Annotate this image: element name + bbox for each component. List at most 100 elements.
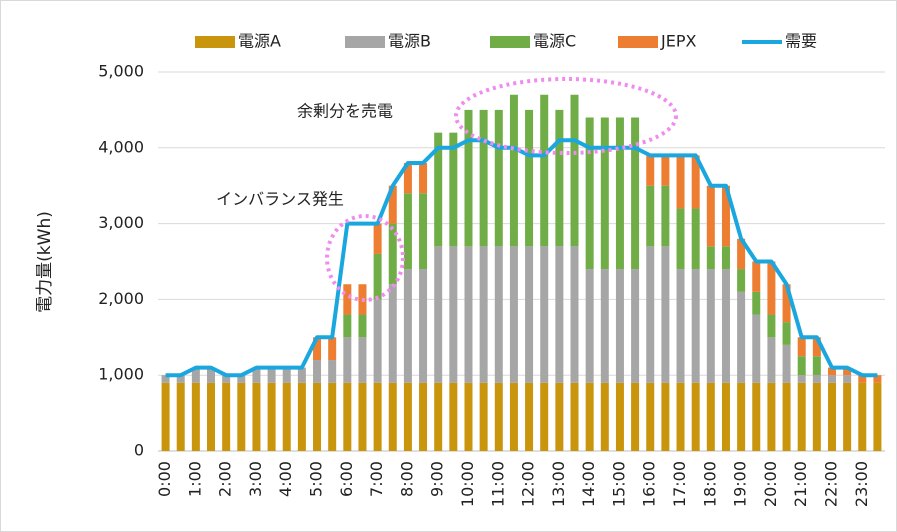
- bar-segment: [691, 382, 700, 451]
- bar-segment: [646, 185, 655, 247]
- bar-segment: [797, 356, 806, 376]
- legend-label: 需要: [785, 32, 817, 51]
- bar-segment: [843, 367, 852, 376]
- x-tick-label: 8:00: [397, 461, 416, 497]
- bar-segment: [494, 382, 503, 451]
- bar-segment: [388, 185, 397, 224]
- bar-segment: [555, 246, 564, 383]
- legend-swatch: [618, 36, 658, 48]
- x-tick-label: 15:00: [609, 461, 628, 507]
- bar-segment: [873, 375, 882, 383]
- bar-segment: [222, 375, 231, 383]
- bar-segment: [373, 382, 382, 451]
- x-tick-label: 10:00: [458, 461, 477, 507]
- bar-segment: [419, 269, 428, 383]
- x-tick-label: 1:00: [185, 461, 204, 497]
- bar-segment: [858, 375, 867, 383]
- bar-segment: [388, 382, 397, 451]
- bar-segment: [676, 382, 685, 451]
- bar-segment: [706, 185, 715, 247]
- bar-segment: [843, 375, 852, 383]
- x-tick-label: 17:00: [670, 461, 689, 507]
- bar-segment: [267, 367, 276, 383]
- bar-segment: [207, 382, 216, 451]
- bar-segment: [237, 382, 246, 451]
- bar-segment: [873, 382, 882, 451]
- bar-segment: [297, 367, 306, 383]
- bar-segment: [161, 375, 170, 383]
- bar-segment: [419, 162, 428, 194]
- legend-swatch: [490, 36, 530, 48]
- x-tick-label: 0:00: [155, 461, 174, 497]
- bar-segment: [434, 132, 443, 247]
- y-tick-label: 5,000: [98, 62, 144, 81]
- bar-segment: [388, 223, 397, 285]
- bar-segment: [509, 246, 518, 383]
- bar-segment: [706, 269, 715, 383]
- bar-segment: [509, 94, 518, 247]
- legend-label: 電源B: [388, 32, 431, 51]
- bar-segment: [691, 208, 700, 270]
- x-tick-label: 13:00: [549, 461, 568, 507]
- bar-segment: [358, 314, 367, 338]
- bar-segment: [858, 382, 867, 451]
- bar-segment: [737, 382, 746, 451]
- bar-segment: [494, 109, 503, 247]
- x-tick-label: 7:00: [367, 461, 386, 497]
- bar-segment: [525, 246, 534, 383]
- bar-segment: [812, 375, 821, 383]
- bar-segment: [797, 337, 806, 357]
- legend-label: JEPX: [660, 32, 696, 51]
- bar-segment: [691, 155, 700, 209]
- bar-segment: [737, 291, 746, 383]
- bar-segment: [343, 284, 352, 315]
- bar-segment: [403, 382, 412, 451]
- bar-segment: [752, 261, 761, 292]
- bar-segment: [767, 337, 776, 383]
- bar-segment: [812, 337, 821, 357]
- bar-segment: [706, 246, 715, 270]
- bar-segment: [358, 337, 367, 383]
- bar-segment: [615, 117, 624, 270]
- bar-segment: [661, 246, 670, 383]
- bar-segment: [767, 314, 776, 338]
- bar-segment: [737, 269, 746, 292]
- bar-segment: [479, 246, 488, 383]
- y-tick-label: 4,000: [98, 137, 144, 156]
- x-tick-label: 12:00: [519, 461, 538, 507]
- x-tick-label: 6:00: [337, 461, 356, 497]
- bar-segment: [161, 382, 170, 451]
- bar-segment: [661, 155, 670, 186]
- bar-segment: [509, 382, 518, 451]
- bar-segment: [449, 246, 458, 383]
- bar-segment: [676, 208, 685, 270]
- bar-segment: [721, 269, 730, 383]
- bar-segment: [373, 253, 382, 300]
- bar-segment: [585, 269, 594, 383]
- bar-segment: [676, 269, 685, 383]
- bar-segment: [752, 382, 761, 451]
- bar-segment: [191, 382, 200, 451]
- bar-segment: [403, 162, 412, 194]
- bar-segment: [782, 344, 791, 383]
- bar-segment: [661, 382, 670, 451]
- bar-segment: [540, 94, 549, 247]
- bar-segment: [570, 94, 579, 247]
- bar-segment: [434, 382, 443, 451]
- bar-segment: [252, 367, 261, 383]
- legend-label: 電源A: [238, 32, 281, 51]
- bar-segment: [555, 109, 564, 247]
- bar-segment: [464, 109, 473, 247]
- bar-segment: [631, 382, 640, 451]
- bar-segment: [494, 246, 503, 383]
- bar-segment: [267, 382, 276, 451]
- bar-segment: [767, 261, 776, 315]
- bar-segment: [721, 382, 730, 451]
- bar-segment: [373, 223, 382, 254]
- bar-segment: [600, 117, 609, 270]
- bar-segment: [328, 382, 337, 451]
- bar-segment: [721, 246, 730, 270]
- bar-segment: [843, 382, 852, 451]
